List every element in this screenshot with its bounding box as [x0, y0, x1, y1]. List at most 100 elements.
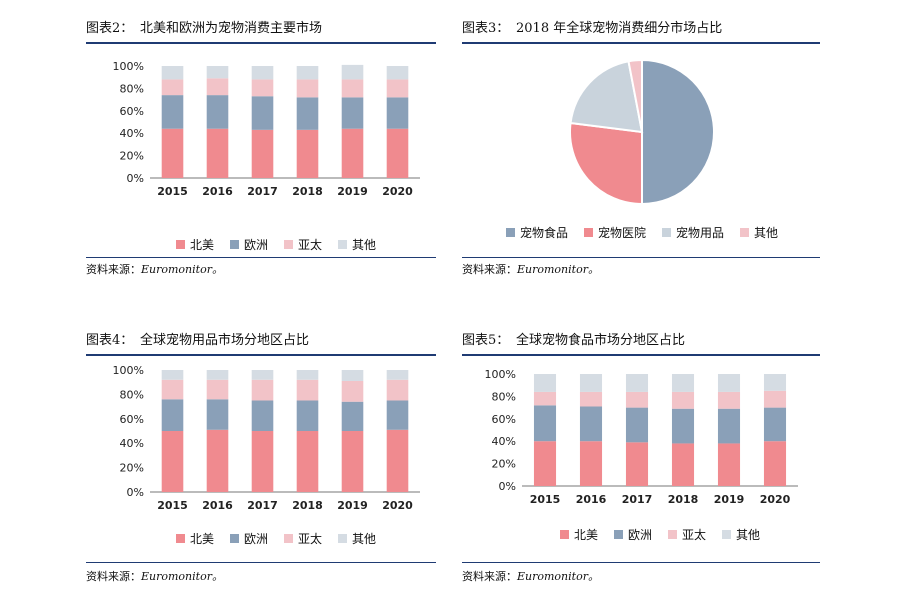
- bar-segment-other: [763, 374, 787, 391]
- legend-item-other: 其他: [740, 224, 778, 241]
- bar-segment-other: [341, 370, 364, 381]
- bar-segment-other: [206, 66, 229, 79]
- x-tick-label: 2019: [714, 493, 745, 506]
- panel-title: 图表2： 北美和欧洲为宠物消费主要市场: [86, 18, 436, 40]
- source-rule: [462, 257, 820, 258]
- source-rule: [462, 562, 820, 563]
- bar-segment-asia-pacific: [763, 390, 787, 408]
- y-tick-label: 60%: [492, 413, 516, 426]
- source-rule: [86, 257, 436, 258]
- bar-segment-asia-pacific: [341, 79, 364, 98]
- title-rule: [462, 42, 820, 44]
- bar-segment-asia-pacific: [533, 391, 557, 406]
- y-tick-label: 20%: [492, 458, 516, 471]
- bar-segment-other: [161, 66, 184, 80]
- y-tick-label: 40%: [492, 435, 516, 448]
- source-note: 资料来源：Euromonitor。: [86, 263, 223, 276]
- y-tick-label: 100%: [113, 364, 144, 377]
- bar-segment-europe: [161, 399, 184, 431]
- bar-segment-europe: [251, 400, 274, 431]
- figure-number: 图表3：: [462, 21, 510, 36]
- legend-item-pet-hospital: 宠物医院: [584, 224, 646, 241]
- legend-item-asia-pacific: 亚太: [284, 236, 322, 253]
- panel-title: 图表5： 全球宠物食品市场分地区占比: [462, 330, 820, 352]
- source-name: Euromonitor。: [517, 263, 599, 276]
- bar-segment-asia-pacific: [206, 78, 229, 96]
- stacked-bar-chart-regions: 0% 20% 40% 60% 80% 100% 2015 2016 2017 2018 2019 20…: [485, 368, 798, 506]
- bar-segment-other: [251, 370, 274, 380]
- swatch-north-america: [176, 534, 185, 543]
- bar-segment-other: [251, 66, 274, 80]
- bar-segment-other: [341, 64, 364, 80]
- legend: 北美 欧洲 亚太 其他: [176, 530, 376, 547]
- figure-title: 全球宠物食品市场分地区占比: [516, 333, 686, 348]
- bar-segment-europe: [341, 401, 364, 431]
- source-note: 资料来源：Euromonitor。: [462, 263, 599, 276]
- bar-segment-asia-pacific: [161, 79, 184, 96]
- bar-segment-asia-pacific: [386, 379, 409, 401]
- pie-slice-pet-food: [641, 58, 715, 206]
- bar-segment-north-america: [296, 431, 319, 492]
- bar-segment-north-america: [341, 431, 364, 492]
- swatch-europe: [614, 530, 624, 539]
- y-tick-label: 20%: [120, 150, 144, 163]
- figure-title: 2018 年全球宠物消费细分市场占比: [516, 21, 723, 36]
- swatch-pet-supplies: [662, 228, 672, 237]
- bar-segment-europe: [161, 95, 184, 129]
- legend-item-north-america: 北美: [176, 236, 214, 253]
- bar-segment-asia-pacific: [625, 391, 649, 408]
- x-tick-label: 2020: [760, 493, 791, 506]
- bar-segment-europe: [579, 406, 603, 442]
- figure-number: 图表4：: [86, 333, 134, 348]
- x-tick-label: 2016: [576, 493, 607, 506]
- y-tick-label: 40%: [120, 437, 144, 450]
- bar-segment-europe: [296, 400, 319, 431]
- x-tick-label: 2017: [247, 185, 278, 198]
- x-tick-label: 2015: [157, 499, 188, 512]
- x-tick-label: 2016: [202, 499, 233, 512]
- bar-segment-north-america: [717, 443, 741, 486]
- bar-segment-north-america: [251, 431, 274, 492]
- bar-segment-europe: [206, 399, 229, 430]
- swatch-europe: [230, 240, 240, 249]
- legend-item-north-america: 北美: [176, 530, 214, 547]
- bar-segment-asia-pacific: [161, 379, 184, 400]
- bar-segment-europe: [386, 400, 409, 430]
- x-tick-label: 2018: [292, 499, 323, 512]
- swatch-other: [722, 530, 732, 539]
- bar-segment-north-america: [251, 129, 274, 178]
- bar-segment-other: [206, 370, 229, 380]
- bar-segment-europe: [671, 408, 695, 444]
- y-tick-label: 60%: [120, 105, 144, 118]
- bar-segment-europe: [625, 407, 649, 443]
- bar-segment-north-america: [161, 431, 184, 492]
- legend-item-asia-pacific: 亚太: [284, 530, 322, 547]
- swatch-north-america: [176, 240, 185, 249]
- bar-segment-north-america: [386, 128, 409, 178]
- swatch-pet-hospital: [584, 228, 594, 237]
- figure-title: 北美和欧洲为宠物消费主要市场: [140, 21, 323, 36]
- panel-chart4: 图表4： 全球宠物用品市场分地区占比 0% 20% 40% 60% 80% 100% 2015…: [86, 330, 436, 592]
- source-note: 资料来源：Euromonitor。: [86, 570, 223, 583]
- bar-segment-north-america: [206, 429, 229, 492]
- bar-segment-other: [533, 374, 557, 392]
- bar-segment-north-america: [341, 128, 364, 178]
- swatch-other: [740, 228, 750, 237]
- figure-title: 全球宠物用品市场分地区占比: [140, 333, 310, 348]
- bar-segment-north-america: [533, 441, 557, 486]
- x-tick-label: 2019: [337, 185, 368, 198]
- pie-slice-pet-supplies: [569, 60, 644, 134]
- swatch-north-america: [560, 530, 569, 539]
- y-tick-label: 0%: [499, 480, 516, 493]
- y-tick-label: 60%: [120, 413, 144, 426]
- y-tick-label: 80%: [120, 82, 144, 95]
- panel-title: 图表3： 2018 年全球宠物消费细分市场占比: [462, 18, 820, 40]
- panel-chart3: 图表3： 2018 年全球宠物消费细分市场占比 宠物食品 宠物医院 宠物用品 其他…: [462, 18, 820, 280]
- legend-item-pet-food: 宠物食品: [506, 224, 568, 241]
- swatch-europe: [230, 534, 240, 543]
- figure-number: 图表5：: [462, 333, 510, 348]
- x-tick-label: 2017: [247, 499, 278, 512]
- legend: 宠物食品 宠物医院 宠物用品 其他: [506, 224, 778, 241]
- legend-item-other: 其他: [338, 236, 376, 253]
- x-tick-label: 2016: [202, 185, 233, 198]
